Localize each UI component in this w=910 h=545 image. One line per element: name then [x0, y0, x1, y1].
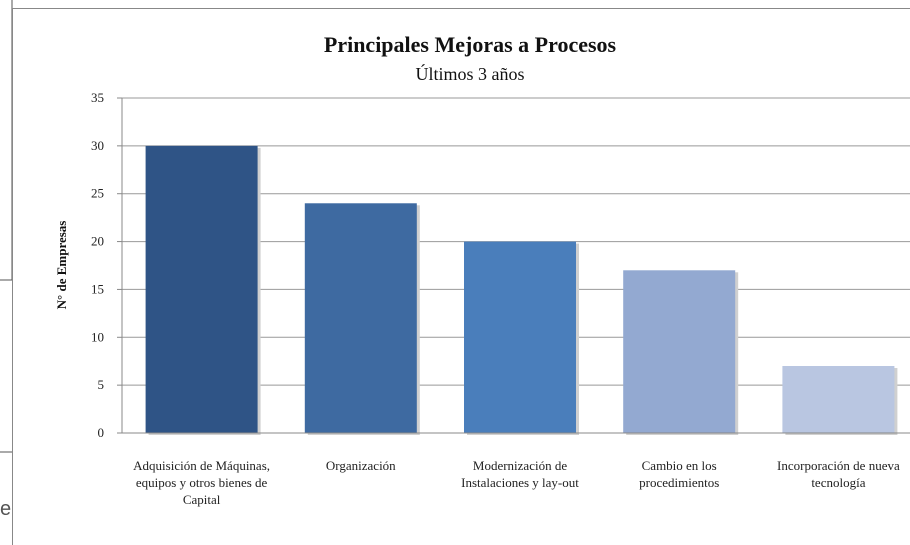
- x-tick-label: Incorporación de nueva tecnología: [777, 458, 900, 490]
- y-tick-label: 25: [91, 186, 104, 201]
- y-tick-label: 15: [91, 281, 104, 296]
- x-tick-label: Cambio en los procedimientos: [639, 458, 720, 490]
- y-tick-label: 5: [98, 377, 105, 392]
- y-tick-label: 35: [91, 90, 104, 105]
- y-tick-label: 30: [91, 138, 104, 153]
- bar: [304, 203, 417, 433]
- y-tick-label: 10: [91, 329, 104, 344]
- x-tick-label: Modernización de Instalaciones y lay-out: [461, 458, 579, 490]
- chart-title: Principales Mejoras a Procesos: [324, 32, 617, 57]
- x-tick-label: Adquisición de Máquinas, equipos y otros…: [133, 458, 271, 507]
- y-tick-label: 0: [98, 425, 105, 440]
- bar: [782, 366, 895, 433]
- x-tick-label: Organización: [325, 458, 396, 473]
- bar: [623, 270, 736, 433]
- y-axis-label: N° de Empresas: [54, 221, 69, 310]
- y-tick-label: 20: [91, 234, 104, 249]
- bar: [145, 145, 258, 433]
- chart-subtitle: Últimos 3 años: [415, 63, 524, 84]
- background-text: e: [0, 498, 12, 520]
- bar: [464, 241, 576, 433]
